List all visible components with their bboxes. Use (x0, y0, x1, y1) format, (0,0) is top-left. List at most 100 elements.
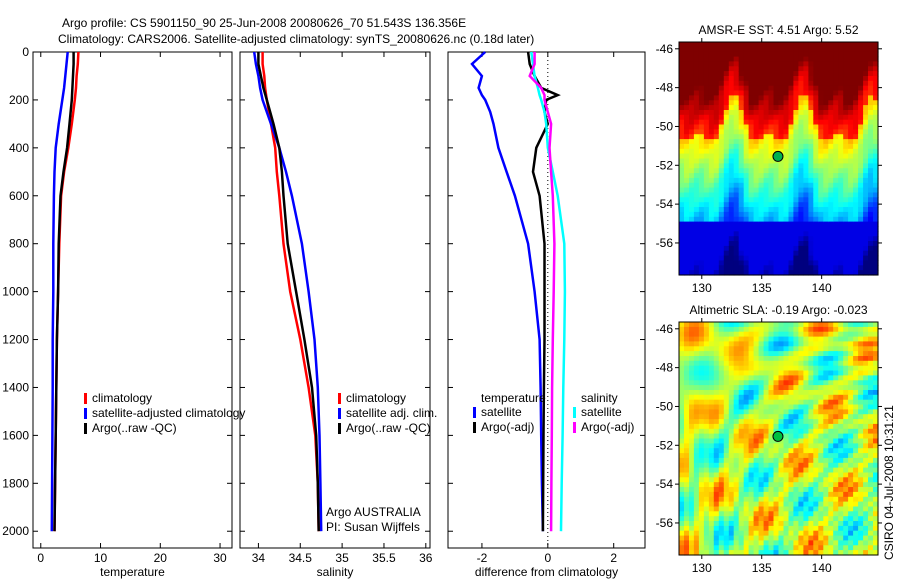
map-cell (763, 265, 770, 271)
map-cell (803, 56, 809, 63)
map-cell (868, 260, 874, 266)
map-cell (778, 124, 785, 130)
map-cell (803, 187, 809, 194)
map-cell (778, 221, 785, 228)
map-cell (848, 71, 854, 77)
map-cell (758, 351, 765, 357)
map-cell (853, 42, 859, 48)
map-cell (848, 110, 854, 116)
map-cell (848, 42, 854, 48)
map-cell (679, 375, 685, 381)
map-cell (763, 236, 770, 242)
map-cell (773, 231, 780, 237)
map-cell (723, 457, 730, 464)
map-cell (758, 85, 765, 92)
map-cell (863, 457, 869, 464)
map-cell (838, 231, 844, 237)
map-cell (763, 409, 770, 415)
map-cell (778, 158, 785, 164)
map-cell (763, 80, 770, 87)
map-cell (778, 42, 785, 48)
map-cell (843, 51, 849, 58)
map-cell (813, 168, 819, 174)
map-cell (868, 90, 874, 96)
map-cell (738, 163, 745, 169)
map-cell (679, 360, 685, 367)
map-cell (738, 535, 745, 542)
map-cell (818, 51, 824, 58)
map-cell (773, 390, 780, 396)
map-cell (853, 477, 859, 483)
map-cell (703, 270, 710, 276)
map-cell (773, 530, 780, 537)
map-cell (679, 516, 685, 522)
map-cell (848, 433, 854, 440)
map-cell (838, 390, 844, 396)
map-cell (818, 129, 824, 135)
map-cell (793, 385, 799, 391)
map-cell (818, 265, 824, 271)
map-cell (693, 134, 700, 140)
map-cell (813, 187, 819, 194)
map-cell (733, 516, 740, 522)
map-cell (738, 404, 745, 410)
map-cell (873, 419, 879, 425)
map-cell (788, 448, 795, 454)
map-cell (848, 453, 854, 459)
map-cell (748, 356, 755, 362)
map-cell (733, 216, 740, 223)
map-title-sla: Altimetric SLA: -0.19 Argo: -0.023 (689, 303, 867, 317)
map-cell (763, 202, 770, 208)
map-cell (798, 66, 804, 72)
map-cell (828, 46, 834, 53)
map-cell (733, 370, 740, 376)
map-cell (858, 448, 864, 454)
map-cell (873, 472, 879, 478)
map-cell (863, 95, 869, 101)
map-cell (868, 530, 874, 537)
figure-title-line2: Climatology: CARS2006. Satellite-adjuste… (58, 32, 534, 46)
map-cell (718, 100, 725, 106)
map-cell (743, 221, 750, 228)
map-cell (748, 80, 755, 87)
map-cell (833, 105, 839, 111)
map-cell (808, 187, 814, 194)
map-cell (813, 423, 819, 430)
map-cell (823, 177, 829, 184)
map-cell (758, 231, 765, 237)
map-cell (778, 501, 785, 508)
map-cell (873, 42, 879, 48)
map-cell (808, 182, 814, 189)
map-cell (863, 530, 869, 537)
map-cell (863, 477, 869, 483)
map-cell (828, 197, 834, 203)
map-cell (718, 90, 725, 96)
map-cell (693, 341, 700, 347)
map-cell (778, 336, 785, 343)
map-cell (778, 231, 785, 237)
map-cell (768, 197, 775, 203)
map-cell (783, 487, 790, 493)
map-cell (793, 66, 799, 72)
map-cell (748, 76, 755, 82)
map-cell (853, 453, 859, 459)
map-cell (689, 124, 695, 130)
map-cell (753, 260, 760, 266)
map-cell (838, 453, 844, 459)
map-cell (708, 202, 715, 208)
map-cell (863, 173, 869, 179)
map-cell (684, 506, 690, 512)
map-cell (793, 221, 799, 228)
map-cell (848, 211, 854, 218)
map-cell (848, 153, 854, 160)
map-cell (708, 365, 715, 372)
map-cell (803, 438, 809, 444)
map-cell (853, 399, 859, 406)
map-cell (843, 351, 849, 357)
map-cell (803, 525, 809, 532)
map-cell (838, 66, 844, 72)
map-cell (733, 521, 740, 527)
map-cell (868, 148, 874, 155)
map-cell (858, 110, 864, 116)
map-cell (773, 114, 780, 121)
